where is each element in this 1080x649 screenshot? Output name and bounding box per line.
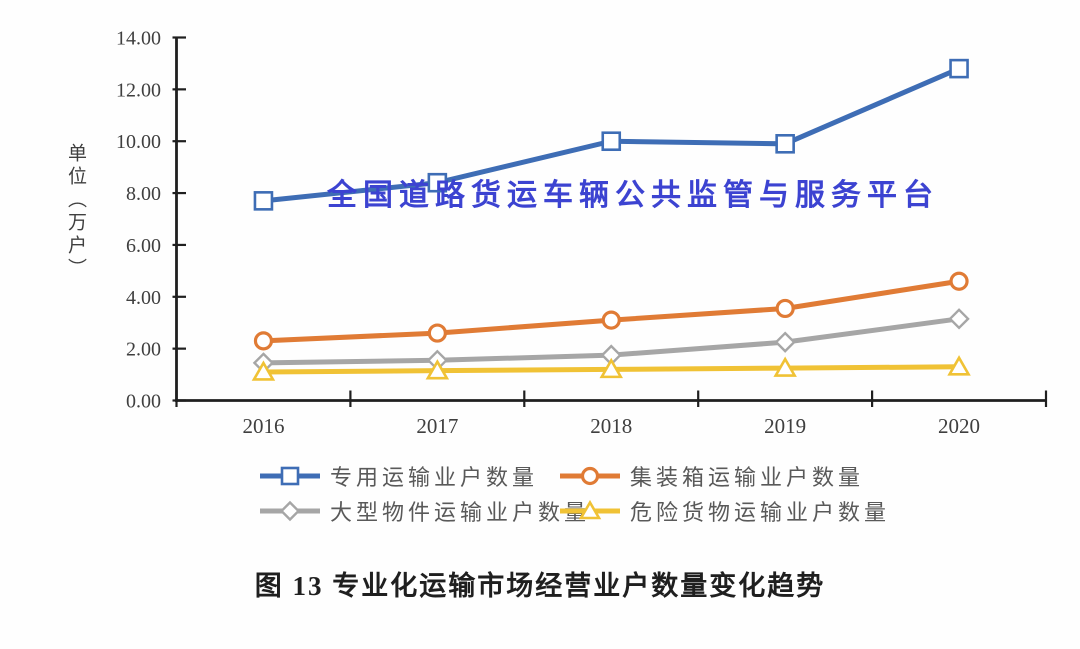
legend-label: 集装箱运输业户数量 bbox=[630, 465, 865, 490]
legend-label: 大型物件运输业户数量 bbox=[330, 500, 591, 525]
triangle-marker-icon bbox=[599, 357, 623, 379]
circle-marker-icon bbox=[253, 331, 274, 351]
legend-marker-triangle-icon bbox=[560, 500, 620, 520]
legend-label: 危险货物运输业户数量 bbox=[630, 500, 891, 525]
legend-label: 专用运输业户数量 bbox=[330, 465, 539, 490]
series-3 bbox=[251, 355, 971, 381]
legend-item-oversize-cargo-transport: 大型物件运输业户数量 bbox=[259, 497, 590, 525]
triangle-marker-icon bbox=[947, 355, 971, 376]
y-axis-ticks: 0.00 2.00 4.00 6.00 8.00 10.00 12.00 14.00 bbox=[116, 28, 186, 413]
square-marker-icon bbox=[601, 131, 622, 152]
circle-marker-icon bbox=[949, 271, 969, 291]
y-tick-label: 14.00 bbox=[116, 28, 161, 50]
x-tick-label: 2020 bbox=[938, 414, 980, 438]
square-marker-icon bbox=[775, 134, 795, 154]
legend-diamond-icon bbox=[279, 500, 301, 522]
y-tick-label: 6.00 bbox=[126, 235, 161, 257]
legend-square-icon bbox=[280, 466, 300, 486]
y-tick-label: 10.00 bbox=[116, 131, 161, 153]
legend-triangle-icon bbox=[578, 500, 602, 520]
y-tick-label: 12.00 bbox=[116, 79, 161, 101]
legend-marker-circle-icon bbox=[560, 466, 620, 486]
diamond-marker-icon bbox=[774, 331, 796, 353]
legend-item-dangerous-goods-transport: 危险货物运输业户数量 bbox=[559, 497, 890, 525]
triangle-marker-icon bbox=[251, 360, 276, 381]
figure-caption: 图 13 专业化运输市场经营业户数量变化趋势 bbox=[254, 571, 826, 601]
y-tick-label: 0.00 bbox=[126, 391, 161, 413]
triangle-marker-icon bbox=[425, 359, 450, 380]
y-tick-label: 4.00 bbox=[126, 287, 161, 309]
legend-item-special-transport: 专用运输业户数量 bbox=[259, 462, 538, 490]
square-marker-icon bbox=[949, 58, 969, 79]
circle-marker-icon bbox=[427, 323, 447, 343]
square-marker-icon bbox=[427, 172, 448, 193]
circle-marker-icon bbox=[601, 310, 621, 330]
y-tick-label: 8.00 bbox=[126, 183, 161, 205]
diamond-marker-icon bbox=[948, 308, 970, 330]
x-tick-label: 2017 bbox=[416, 414, 458, 438]
x-tick-label: 2016 bbox=[242, 414, 284, 438]
triangle-marker-icon bbox=[773, 356, 797, 377]
watermark: 全国道路货运车辆公共监管与服务平台 bbox=[327, 179, 939, 212]
x-tick-label: 2018 bbox=[590, 414, 632, 438]
series-1 bbox=[253, 271, 969, 351]
x-axis-ticks bbox=[175, 390, 1048, 407]
x-tick-label: 2019 bbox=[764, 414, 806, 438]
y-tick-label: 2.00 bbox=[126, 339, 161, 361]
legend-circle-icon bbox=[580, 466, 600, 486]
x-axis-labels: 2016 2017 2018 2019 2020 bbox=[242, 414, 980, 438]
legend-item-container-transport: 集装箱运输业户数量 bbox=[559, 462, 864, 490]
series-0 bbox=[253, 58, 969, 211]
legend-marker-square-icon bbox=[260, 466, 320, 486]
y-axis-unit-label: 单位（万户） bbox=[65, 143, 86, 281]
square-marker-icon bbox=[253, 191, 274, 211]
circle-marker-icon bbox=[775, 298, 795, 319]
legend-marker-diamond-icon bbox=[260, 500, 320, 522]
